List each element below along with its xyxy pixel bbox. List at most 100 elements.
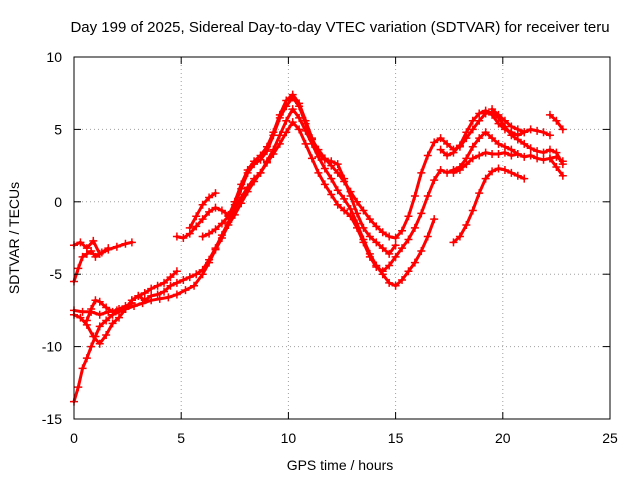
data-point — [423, 232, 432, 241]
data-point — [172, 290, 181, 299]
data-point — [398, 275, 407, 284]
data-point — [95, 339, 104, 348]
data-point — [455, 165, 464, 174]
data-point — [217, 206, 226, 215]
data-point — [269, 150, 278, 159]
series-trace-3 — [70, 105, 439, 406]
data-point — [243, 187, 252, 196]
series-trace-12 — [449, 164, 529, 247]
data-point — [449, 168, 458, 177]
data-point — [198, 200, 207, 209]
data-point — [404, 212, 413, 221]
data-point — [443, 151, 452, 160]
data-point — [250, 157, 259, 166]
data-point — [82, 354, 91, 363]
data-point — [488, 105, 497, 114]
data-point — [185, 223, 194, 232]
data-point — [513, 150, 522, 159]
plot-frame — [73, 56, 611, 420]
data-point — [398, 244, 407, 253]
data-point — [500, 165, 509, 174]
data-point — [417, 168, 426, 177]
data-point — [545, 131, 554, 140]
data-point — [436, 165, 445, 174]
data-point — [76, 238, 85, 247]
data-point — [462, 220, 471, 229]
chart-title: Day 199 of 2025, Sidereal Day-to-day VTE… — [70, 19, 609, 36]
data-point — [327, 157, 336, 166]
data-point — [346, 192, 355, 201]
data-point — [417, 209, 426, 218]
data-point — [558, 125, 567, 134]
data-point — [153, 290, 162, 299]
data-point — [76, 313, 85, 322]
data-point — [205, 258, 214, 267]
data-point — [97, 248, 106, 257]
data-point — [134, 291, 143, 300]
data-point — [353, 209, 362, 218]
data-point — [365, 252, 374, 261]
data-point — [391, 252, 400, 261]
data-point — [211, 189, 220, 198]
data-point — [533, 154, 542, 163]
data-point — [513, 125, 522, 134]
data-point — [507, 122, 516, 131]
data-point — [520, 139, 529, 148]
data-point — [353, 197, 362, 206]
series-line — [72, 107, 436, 404]
series-trace-13 — [488, 105, 529, 137]
data-point — [211, 225, 220, 234]
data-point — [198, 270, 207, 279]
data-point — [391, 281, 400, 290]
data-point — [526, 125, 535, 134]
data-point — [359, 238, 368, 247]
data-point — [494, 150, 503, 159]
data-point — [520, 174, 529, 183]
data-point — [211, 245, 220, 254]
data-point — [340, 174, 349, 183]
data-point — [558, 171, 567, 180]
data-point — [468, 125, 477, 134]
y-tick-label: 0 — [54, 194, 62, 210]
data-point — [224, 220, 233, 229]
data-point — [385, 278, 394, 287]
data-point — [87, 304, 96, 313]
data-point — [155, 294, 164, 303]
data-point — [494, 110, 503, 119]
data-point — [430, 176, 439, 185]
data-point — [320, 155, 329, 164]
data-point — [153, 281, 162, 290]
data-point — [372, 238, 381, 247]
grid — [74, 57, 610, 419]
data-point — [95, 322, 104, 331]
data-point — [91, 252, 100, 261]
data-point — [436, 145, 445, 154]
data-point — [78, 307, 87, 316]
data-point — [95, 297, 104, 306]
data-point — [181, 286, 190, 295]
x-tick-label: 20 — [495, 430, 511, 446]
data-point — [243, 165, 252, 174]
y-tick-label: 5 — [54, 121, 62, 137]
series-trace-14 — [545, 110, 567, 134]
data-point — [404, 267, 413, 276]
data-point — [256, 151, 265, 160]
data-point — [494, 119, 503, 128]
data-point — [288, 105, 297, 114]
data-point — [91, 296, 100, 305]
data-point — [78, 364, 87, 373]
data-point — [378, 228, 387, 237]
data-point — [102, 303, 111, 312]
data-point — [545, 110, 554, 119]
data-point — [198, 232, 207, 241]
series-trace-9 — [198, 90, 400, 258]
data-point — [205, 207, 214, 216]
data-point — [423, 192, 432, 201]
data-point — [275, 139, 284, 148]
data-point — [121, 239, 130, 248]
data-point — [500, 148, 509, 157]
data-point — [115, 313, 124, 322]
data-point — [230, 197, 239, 206]
data-point — [436, 134, 445, 143]
